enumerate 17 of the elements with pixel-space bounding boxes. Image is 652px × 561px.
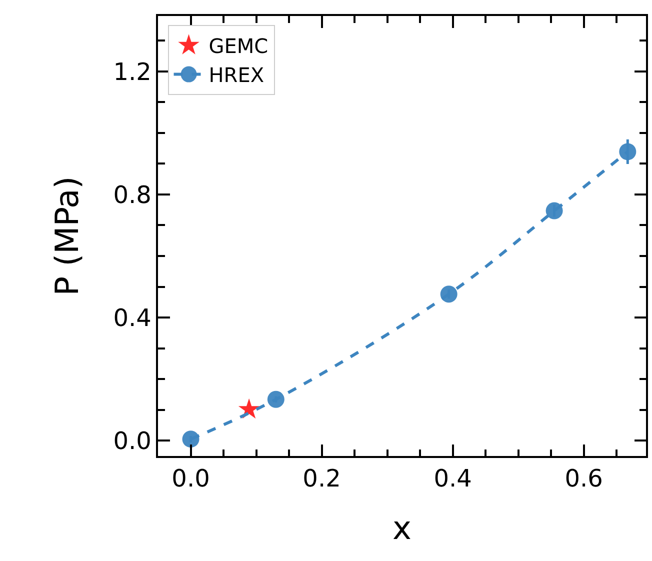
legend-label: GEMC	[208, 34, 268, 58]
x-tick-label: 0.6	[564, 464, 603, 493]
x-axis-title: x	[392, 508, 412, 547]
y-tick-label: 0.4	[113, 304, 152, 332]
x-tick-label: 0.0	[172, 464, 210, 493]
x-tick-label: 0.4	[434, 464, 472, 493]
x-tick-label: 0.2	[302, 464, 341, 493]
y-axis-title: P (MPa)	[48, 176, 86, 296]
point	[182, 430, 200, 448]
y-tick-label: 0.0	[113, 427, 152, 456]
y-tick-label: 0.8	[113, 180, 152, 209]
y-tick-label: 1.2	[113, 58, 152, 86]
point	[267, 390, 284, 408]
point	[619, 143, 636, 160]
point	[440, 286, 458, 303]
point	[546, 202, 563, 220]
legend-label: HREX	[208, 63, 264, 88]
